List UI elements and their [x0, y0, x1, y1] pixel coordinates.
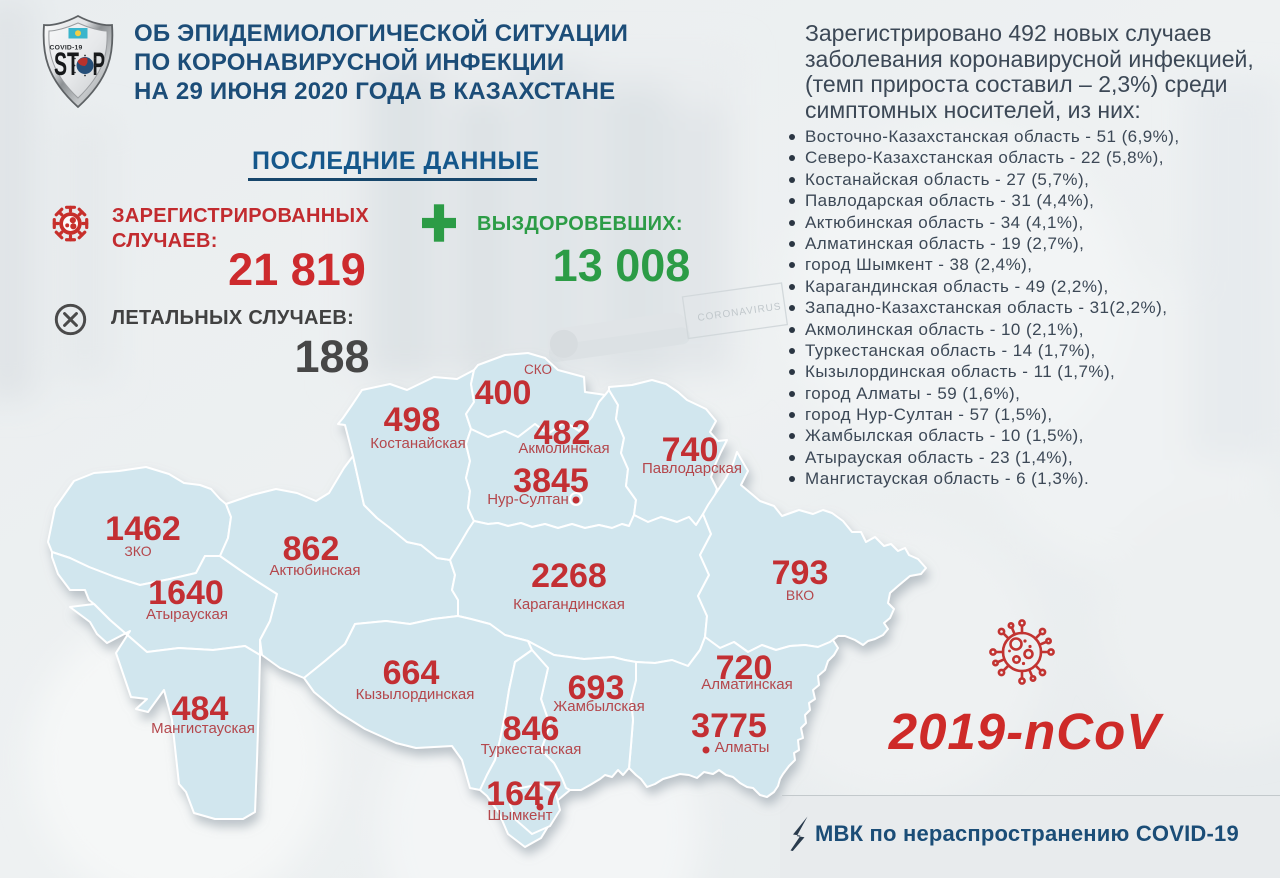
svg-text:664: 664: [383, 654, 440, 692]
svg-text:Шымкент: Шымкент: [487, 807, 552, 824]
svg-text:Карагандинская: Карагандинская: [513, 596, 625, 613]
svg-text:498: 498: [384, 401, 441, 439]
svg-text:Акмолинская: Акмолинская: [518, 440, 609, 457]
svg-text:Атырауская: Атырауская: [146, 606, 228, 623]
svg-text:СКО: СКО: [524, 362, 552, 377]
svg-text:Мангистауская: Мангистауская: [151, 720, 255, 737]
svg-text:3775: 3775: [691, 707, 767, 745]
svg-text:P: P: [93, 46, 106, 82]
svg-text:Алматы: Алматы: [715, 739, 770, 756]
svg-text:482: 482: [534, 414, 591, 452]
svg-text:COVID-19: COVID-19: [50, 45, 83, 52]
svg-text:Жамбылская: Жамбылская: [553, 698, 645, 715]
svg-text:Нур-Султан: Нур-Султан: [487, 491, 569, 508]
svg-text:1462: 1462: [105, 510, 181, 548]
svg-text:1640: 1640: [148, 574, 224, 612]
svg-text:2268: 2268: [531, 557, 607, 595]
svg-text:Кызылординская: Кызылординская: [356, 686, 475, 703]
svg-text:400: 400: [475, 374, 532, 412]
svg-text:3845: 3845: [513, 462, 589, 500]
svg-text:693: 693: [568, 669, 625, 707]
svg-text:Костанайская: Костанайская: [370, 435, 466, 452]
svg-text:ЗКО: ЗКО: [124, 543, 151, 559]
svg-text:Павлодарская: Павлодарская: [642, 460, 742, 477]
svg-text:793: 793: [772, 554, 829, 592]
svg-text:ВКО: ВКО: [786, 587, 814, 603]
svg-text:ST: ST: [54, 46, 79, 82]
svg-text:1647: 1647: [486, 775, 562, 813]
svg-text:862: 862: [283, 530, 340, 568]
svg-text:720: 720: [716, 649, 773, 687]
svg-text:Алматинская: Алматинская: [701, 676, 792, 693]
svg-text:484: 484: [172, 690, 229, 728]
svg-text:Туркестанская: Туркестанская: [481, 741, 582, 758]
svg-text:Актюбинская: Актюбинская: [270, 562, 361, 579]
svg-text:846: 846: [503, 710, 560, 748]
svg-text:740: 740: [662, 431, 719, 469]
